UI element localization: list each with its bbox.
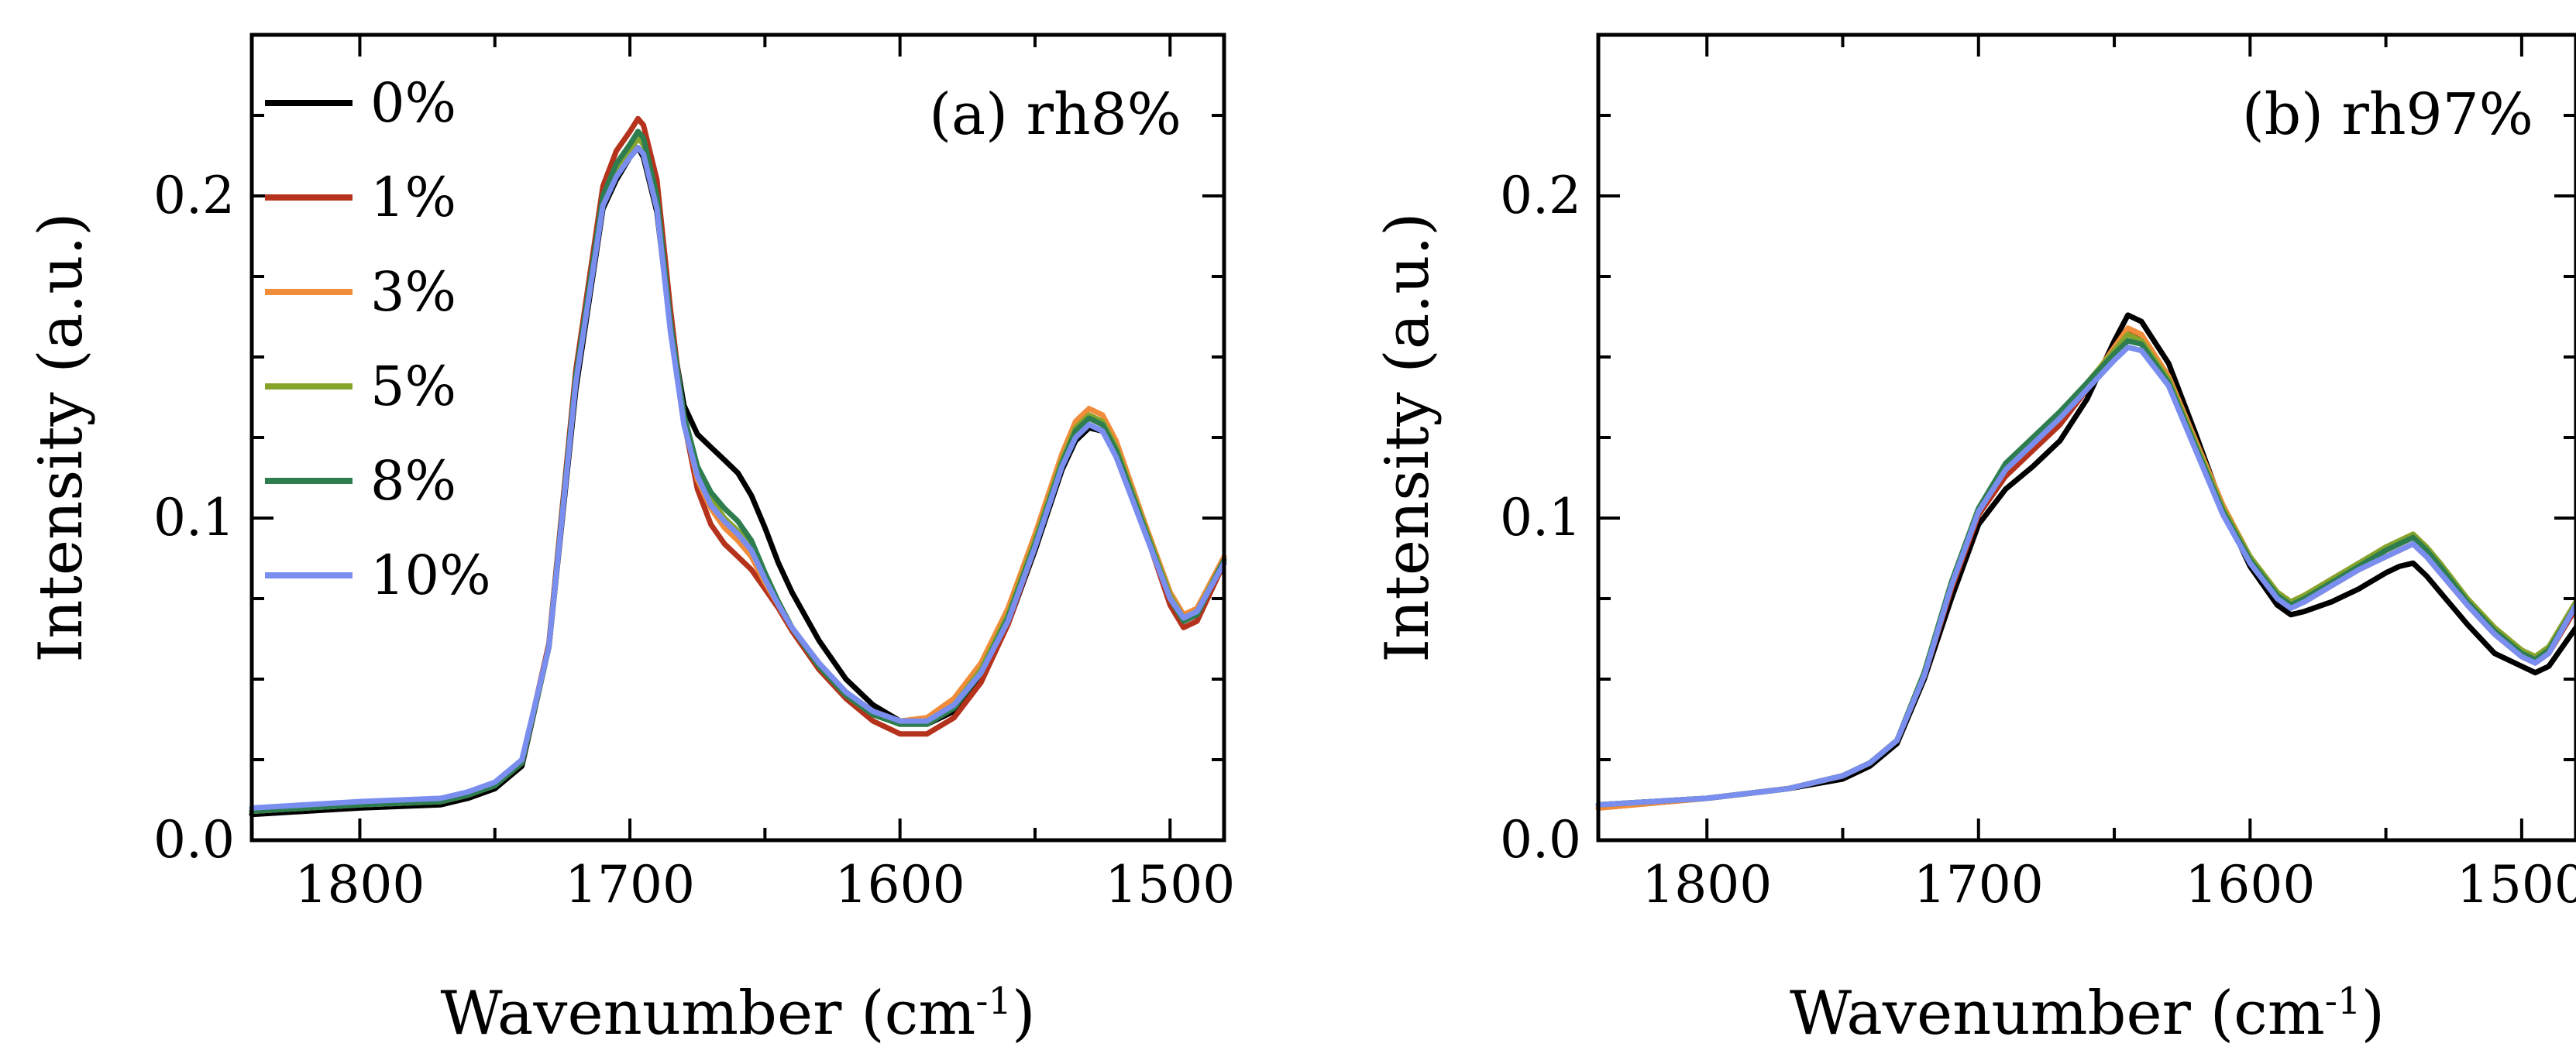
panel-a-xtick-label: 1500: [1105, 855, 1235, 915]
panel-a-title: (a) rh8%: [929, 81, 1181, 148]
legend-label-1: 1%: [370, 166, 456, 229]
panel-a-series-10pct: [249, 145, 1227, 811]
panel-a: 1800 1700 1600 1500 0.0 0.1 0.2 Wavenumb…: [26, 33, 1235, 1049]
legend-entry-3: 3%: [265, 260, 456, 324]
panel-b-series-10pct: [1595, 345, 2576, 808]
panel-b-xtick-label: 1700: [1914, 855, 2044, 915]
panel-a-y-axis-label: Intensity (a.u.): [26, 212, 96, 662]
panel-b-y-axis-label: Intensity (a.u.): [1373, 212, 1443, 662]
panel-b-series-5pct: [1595, 331, 2576, 808]
panel-a-ytick-label: 0.2: [153, 166, 235, 225]
panel-b-series-8pct: [1595, 338, 2576, 808]
panel-b-x-axis-label: Wavenumber (cm-1): [1790, 979, 2385, 1049]
panel-b-xtick-label: 1500: [2457, 855, 2576, 915]
panel-b-frame: [1596, 33, 2576, 843]
panel-a-ytick-label: 0.0: [153, 810, 235, 870]
panel-a-series: [249, 115, 1227, 818]
panel-a-x-axis-label: Wavenumber (cm-1): [440, 979, 1035, 1049]
legend-label-10: 10%: [370, 544, 491, 607]
panel-a-frame: [249, 33, 1226, 843]
legend-label-0: 0%: [370, 71, 456, 135]
panel-a-xtick-label: 1600: [835, 855, 965, 915]
panel-b: 1800 1700 1600 1500 0.0 0.1 0.2 Wavenumb…: [1373, 33, 2576, 1049]
panel-b-ticks: [1598, 33, 2576, 842]
panel-b-series: [1595, 312, 2576, 811]
legend-label-3: 3%: [370, 260, 456, 324]
panel-b-ytick-label: 0.2: [1500, 166, 1581, 225]
legend-label-8: 8%: [370, 449, 456, 513]
legend-label-5: 5%: [370, 355, 456, 418]
legend-entry-10: 10%: [265, 544, 491, 607]
panel-b-xtick-label: 1600: [2185, 855, 2315, 915]
panel-a-xtick-label: 1800: [294, 855, 425, 915]
legend-entry-0: 0%: [265, 71, 456, 135]
panel-a-xtick-label: 1700: [565, 855, 695, 915]
panel-b-title: (b) rh97%: [2242, 81, 2533, 148]
panel-b-ytick-label: 0.0: [1500, 810, 1581, 870]
legend-entry-1: 1%: [265, 166, 456, 229]
panel-b-ytick-label: 0.1: [1500, 488, 1581, 547]
legend: 0% 1% 3% 5% 8% 10%: [265, 71, 491, 607]
panel-b-xtick-label: 1800: [1642, 855, 1772, 915]
legend-entry-8: 8%: [265, 449, 456, 513]
panel-a-ytick-label: 0.1: [153, 488, 235, 547]
legend-entry-5: 5%: [265, 355, 456, 418]
